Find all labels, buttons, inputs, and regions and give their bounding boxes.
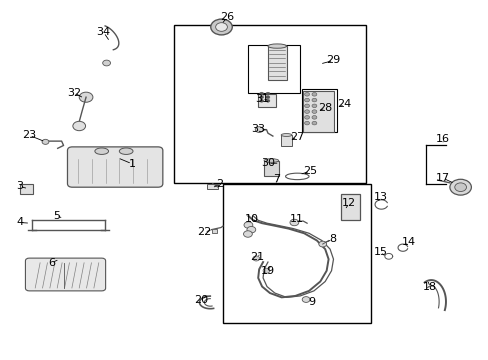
Text: 10: 10 (244, 213, 258, 224)
Circle shape (259, 99, 263, 102)
Bar (223, 184, 370, 323)
Circle shape (311, 116, 316, 119)
Text: 3: 3 (16, 181, 23, 192)
Text: 2: 2 (216, 179, 223, 189)
Text: 1: 1 (128, 159, 135, 169)
Text: 21: 21 (249, 252, 263, 262)
Text: 15: 15 (373, 247, 386, 257)
Circle shape (255, 127, 263, 132)
Bar (267, 46, 286, 80)
Text: 28: 28 (318, 103, 332, 113)
Text: 30: 30 (261, 158, 274, 168)
Circle shape (304, 98, 309, 102)
Ellipse shape (281, 134, 291, 136)
Bar (174, 25, 365, 183)
Circle shape (311, 98, 316, 102)
Circle shape (318, 241, 326, 247)
Text: 7: 7 (272, 174, 279, 184)
Bar (212, 229, 217, 233)
Circle shape (259, 92, 263, 95)
Circle shape (454, 183, 466, 192)
Text: 25: 25 (303, 166, 316, 176)
Circle shape (302, 297, 309, 302)
Circle shape (304, 116, 309, 119)
Text: 27: 27 (289, 132, 304, 142)
Text: 4: 4 (16, 217, 23, 228)
Text: 17: 17 (435, 173, 449, 183)
Circle shape (449, 179, 470, 195)
Bar (248, 45, 300, 93)
Text: 5: 5 (53, 211, 60, 221)
Text: 8: 8 (328, 234, 335, 244)
Circle shape (265, 92, 269, 95)
Bar (264, 161, 278, 176)
Circle shape (289, 219, 298, 226)
Circle shape (259, 96, 263, 99)
Text: 33: 33 (251, 124, 264, 134)
Text: 11: 11 (289, 214, 303, 224)
Circle shape (304, 121, 309, 125)
Text: 32: 32 (67, 88, 81, 98)
Bar (303, 91, 334, 132)
Circle shape (252, 256, 259, 261)
Circle shape (42, 139, 49, 144)
Circle shape (304, 104, 309, 108)
Circle shape (304, 110, 309, 113)
Circle shape (243, 231, 252, 237)
Circle shape (244, 222, 252, 228)
Text: 6: 6 (48, 258, 55, 268)
Text: 16: 16 (435, 134, 449, 144)
Ellipse shape (95, 148, 108, 154)
Ellipse shape (264, 159, 278, 162)
FancyBboxPatch shape (67, 147, 163, 187)
Circle shape (73, 121, 85, 131)
Bar (281, 135, 291, 146)
Text: 29: 29 (325, 55, 340, 66)
Text: 23: 23 (22, 130, 36, 140)
Circle shape (311, 104, 316, 108)
Text: 14: 14 (401, 237, 415, 247)
Bar (258, 94, 275, 107)
Circle shape (304, 93, 309, 96)
Circle shape (311, 121, 316, 125)
Bar (207, 184, 218, 189)
Text: 20: 20 (194, 294, 208, 305)
Bar (20, 184, 33, 194)
Bar (302, 89, 337, 132)
Text: 9: 9 (308, 297, 315, 307)
Text: 22: 22 (197, 227, 211, 237)
Circle shape (210, 19, 232, 35)
Text: 26: 26 (220, 12, 233, 22)
Text: 18: 18 (423, 282, 436, 292)
Circle shape (246, 226, 255, 233)
Circle shape (265, 96, 269, 99)
FancyBboxPatch shape (25, 258, 105, 291)
Circle shape (311, 110, 316, 113)
Text: 13: 13 (373, 192, 386, 202)
Circle shape (311, 93, 316, 96)
Bar (341, 194, 359, 220)
Ellipse shape (267, 44, 286, 48)
Text: 31: 31 (255, 94, 268, 104)
Circle shape (79, 92, 93, 102)
Circle shape (215, 23, 227, 31)
Text: 12: 12 (342, 198, 355, 208)
Text: 24: 24 (337, 99, 351, 109)
Text: 19: 19 (261, 266, 274, 276)
Text: 34: 34 (97, 27, 110, 37)
Circle shape (263, 268, 269, 273)
Circle shape (102, 60, 110, 66)
Circle shape (265, 99, 269, 102)
Ellipse shape (119, 148, 133, 154)
